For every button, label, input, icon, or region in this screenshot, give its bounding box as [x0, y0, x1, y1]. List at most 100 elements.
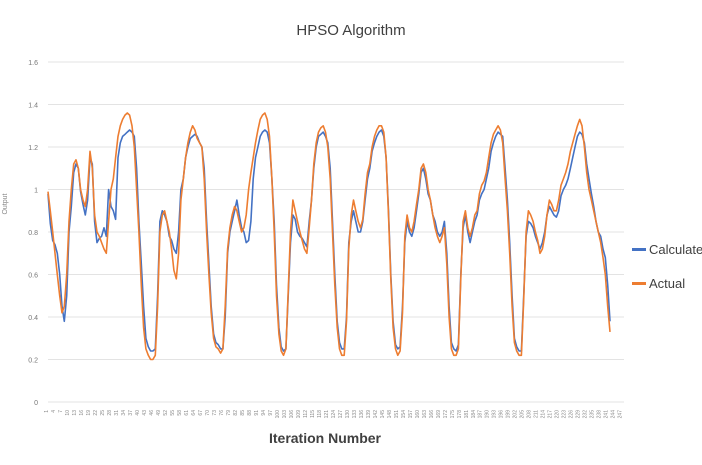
x-tick-label: 1: [44, 410, 50, 413]
x-tick-label: 67: [198, 410, 204, 416]
x-tick-label: 40: [135, 410, 141, 416]
x-tick-label: 79: [226, 410, 232, 416]
x-tick-label: 73: [212, 410, 218, 416]
x-tick-label: 232: [583, 410, 589, 419]
x-tick-label: 64: [191, 410, 197, 416]
y-tick-label: 0.6: [28, 273, 38, 280]
x-tick-label: 220: [555, 410, 561, 419]
x-tick-label: 199: [506, 410, 512, 419]
x-tick-label: 211: [534, 410, 540, 418]
x-tick-label: 91: [254, 410, 260, 416]
x-tick-label: 142: [373, 410, 379, 419]
y-tick-label: 0.2: [28, 358, 38, 365]
x-tick-label: 118: [317, 410, 323, 418]
x-tick-label: 88: [247, 410, 253, 416]
x-tick-label: 61: [184, 410, 190, 416]
x-tick-label: 235: [590, 410, 596, 419]
x-tick-label: 226: [569, 410, 575, 419]
x-tick-label: 217: [548, 410, 554, 419]
x-tick-label: 37: [128, 410, 134, 416]
x-tick-label: 184: [471, 410, 477, 419]
x-tick-label: 97: [268, 410, 274, 416]
x-tick-label: 208: [527, 410, 533, 419]
x-tick-label: 178: [457, 410, 463, 419]
y-tick-label: 1.6: [28, 60, 38, 67]
x-tick-label: 169: [436, 410, 442, 419]
x-tick-label: 244: [611, 410, 617, 419]
x-tick-label: 166: [429, 410, 435, 419]
x-tick-label: 121: [324, 410, 330, 419]
legend-swatch-actual: [632, 281, 646, 285]
x-tick-label: 10: [65, 410, 71, 416]
x-tick-label: 172: [443, 410, 449, 419]
legend: Calculated Actual: [632, 232, 702, 300]
x-tick-label: 187: [478, 410, 484, 419]
x-tick-label: 4: [51, 410, 57, 413]
x-tick-label: 22: [93, 410, 99, 416]
x-tick-label: 82: [233, 410, 239, 416]
x-tick-label: 151: [394, 410, 400, 419]
gridlines: [48, 61, 624, 403]
x-tick-label: 163: [422, 410, 428, 419]
y-tick-label: 1: [34, 188, 38, 195]
legend-swatch-calculated: [632, 247, 646, 251]
x-tick-label: 43: [142, 410, 148, 416]
x-tick-label: 205: [520, 410, 526, 419]
x-tick-label: 28: [107, 410, 113, 416]
series-line-actual: [47, 112, 611, 361]
x-tick-label: 139: [366, 410, 372, 419]
y-tick-labels: 0 0.2 0.4 0.6 0.8 1 1.2 1.4 1.6: [28, 60, 38, 407]
chart-title: HPSO Algorithm: [296, 22, 406, 39]
legend-item-actual: Actual: [632, 266, 702, 300]
legend-label-actual: Actual: [649, 275, 686, 291]
x-tick-label: 49: [156, 410, 162, 416]
x-tick-label: 7: [58, 410, 64, 413]
x-tick-label: 76: [219, 410, 225, 416]
x-tick-label: 103: [282, 410, 288, 419]
x-tick-label: 127: [338, 410, 344, 419]
x-tick-label: 148: [387, 410, 393, 419]
x-tick-label: 52: [163, 410, 169, 416]
x-tick-label: 19: [86, 410, 92, 416]
x-tick-label: 229: [576, 410, 582, 419]
y-tick-label: 0.4: [28, 315, 38, 322]
x-tick-labels: 1 4 7 10 13 16 19 22 25 28 31 34 37 40 43 46 49 52 55 58 61 6…: [44, 410, 624, 419]
x-tick-label: 31: [114, 410, 120, 416]
x-tick-label: 124: [331, 410, 337, 419]
x-tick-label: 130: [345, 410, 351, 419]
x-tick-label: 175: [450, 410, 456, 419]
x-tick-label: 238: [597, 410, 603, 419]
x-tick-label: 223: [562, 410, 568, 419]
legend-item-calculated: Calculated: [632, 232, 702, 266]
x-tick-label: 46: [149, 410, 155, 416]
x-tick-label: 94: [261, 410, 267, 416]
y-tick-label: 1.2: [28, 145, 38, 152]
x-tick-label: 109: [296, 410, 302, 419]
x-tick-label: 241: [604, 410, 610, 419]
x-tick-label: 112: [303, 410, 309, 418]
x-tick-label: 193: [492, 410, 498, 419]
legend-label-calculated: Calculated: [649, 241, 702, 257]
x-tick-label: 196: [499, 410, 505, 419]
x-tick-label: 106: [289, 410, 295, 419]
x-tick-label: 181: [464, 410, 470, 419]
x-tick-label: 58: [177, 410, 183, 416]
x-axis-label: Iteration Number: [268, 430, 381, 446]
x-tick-label: 133: [352, 410, 358, 419]
x-tick-label: 13: [72, 410, 78, 416]
y-tick-label: 1.4: [28, 103, 38, 110]
y-tick-label: 0.8: [28, 230, 38, 237]
y-tick-label: 0: [34, 400, 38, 407]
x-tick-label: 70: [205, 410, 211, 416]
x-tick-label: 190: [485, 410, 491, 419]
x-tick-label: 16: [79, 410, 85, 416]
series-lines: [47, 112, 611, 361]
x-tick-label: 214: [541, 410, 547, 419]
x-tick-label: 115: [310, 410, 316, 418]
x-tick-label: 157: [408, 410, 414, 419]
x-tick-label: 247: [618, 410, 624, 419]
x-tick-label: 202: [513, 410, 519, 419]
x-tick-label: 160: [415, 410, 421, 419]
